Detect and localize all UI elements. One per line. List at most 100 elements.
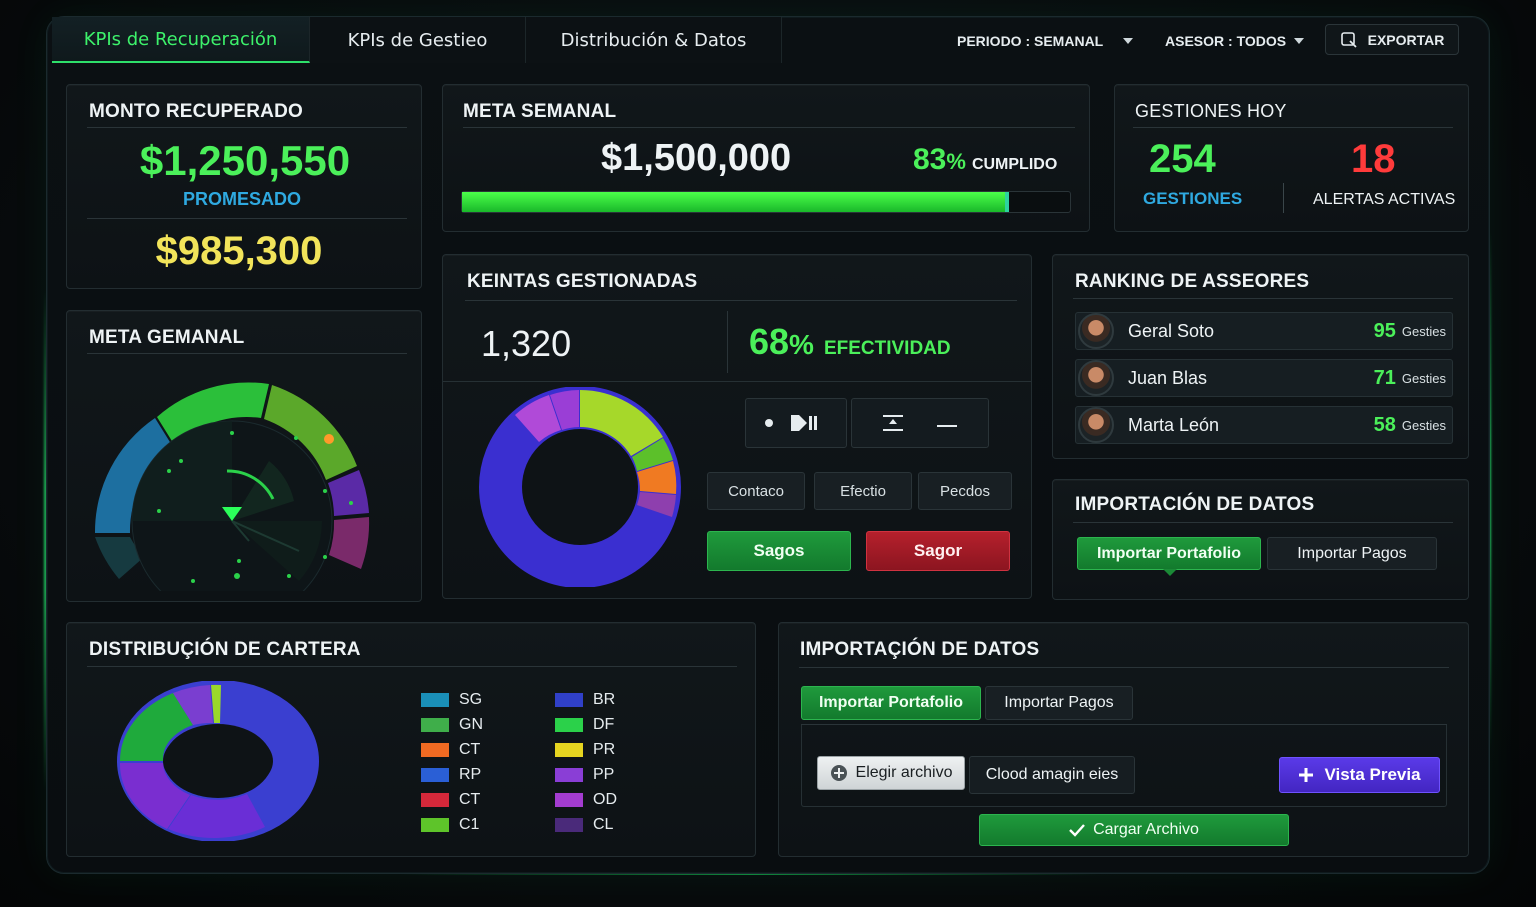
monto-panel: MONTO RECUPERADO $1,250,550 PROMESADO $9… — [66, 84, 422, 289]
gauge-tick — [191, 579, 195, 583]
red-action-button[interactable]: Sagor — [866, 531, 1010, 571]
align-control[interactable] — [851, 398, 989, 448]
pedidos-button[interactable]: Pecdos — [918, 472, 1012, 510]
asesor-filter-label: ASESOR : TODOS — [1165, 33, 1287, 49]
donut-segment — [173, 685, 213, 725]
tab-kpis-recuperacion[interactable]: KPIs de Recuperación — [52, 17, 310, 63]
donut-hole — [522, 429, 638, 545]
upload-button[interactable]: Cargar Archivo — [979, 814, 1289, 846]
contacto-button[interactable]: Contaco — [707, 472, 805, 510]
gauge-segment — [264, 385, 357, 480]
meta-percent-label: CUMPLIDO — [971, 156, 1058, 173]
gauge-segment — [157, 382, 269, 446]
tab-label: Distribución & Datos — [560, 29, 747, 51]
legend-label: RP — [459, 766, 482, 783]
monto-amount-secondary: $985,300 — [155, 229, 323, 273]
export-button[interactable]: EXPORTAR — [1325, 24, 1459, 55]
button-label: Pecdos — [939, 482, 991, 500]
panel-title: GESTIONES HOY — [1135, 101, 1287, 121]
gauge-line — [231, 520, 300, 552]
periodo-filter[interactable]: PERIODO : SEMANAL — [957, 33, 1134, 49]
legend-label: PR — [593, 741, 616, 758]
tab-importar-portafolio[interactable]: Importar Portafolio — [1077, 537, 1261, 570]
efectivo-button[interactable]: Efectio — [814, 472, 912, 510]
legend-label: OD — [593, 791, 617, 808]
preview-button[interactable]: Vista Previa — [1279, 757, 1440, 793]
ranking-row[interactable]: Geral Soto 95 Gesties — [1075, 312, 1453, 350]
gauge-tick — [323, 489, 327, 493]
ranking-value: 71 — [1373, 366, 1396, 389]
tab-importar-pagos[interactable]: Importar Pagos — [1267, 537, 1437, 570]
legend-item: CT — [421, 791, 480, 809]
donut-segment — [632, 438, 673, 471]
export-label: EXPORTAR — [1367, 31, 1445, 48]
tab-importar-portafolio[interactable]: Importar Portafolio — [801, 686, 981, 720]
panel-title: IMPORTACIÓN DE DATOS — [1075, 494, 1315, 515]
tab-kpis-gestion[interactable]: KPIs de Gesti​eo — [310, 17, 526, 63]
legend-swatch — [421, 768, 449, 782]
legend-swatch — [421, 693, 449, 707]
record-control[interactable] — [745, 398, 847, 448]
check-icon — [1069, 824, 1085, 837]
plus-icon — [1299, 768, 1314, 782]
button-label: Sagor — [913, 541, 963, 560]
donut-segment — [119, 763, 190, 829]
legend-item: BR — [555, 691, 615, 709]
legend-label: CT — [459, 741, 481, 758]
ranking-row[interactable]: Marta León 58 Gesties — [1075, 406, 1453, 444]
import-small-panel: IMPORTACIÓN DE DATOS Importar Portafolio… — [1052, 479, 1469, 600]
tab-label: Importar Portafolio — [818, 694, 963, 711]
effectividad-group: 68 % EFECTIVIDAD — [749, 321, 951, 363]
ranking-value: 95 — [1373, 319, 1396, 342]
ranking-name: Juan Blas — [1128, 367, 1208, 388]
choose-file-label: Elegir archivo — [855, 764, 953, 781]
ranking-row[interactable]: Juan Blas 71 Gesties — [1075, 359, 1453, 397]
monto-amount-label: PROMESADO — [182, 189, 301, 209]
asesor-filter[interactable]: ASESOR : TODOS — [1165, 33, 1305, 49]
cuentas-donut — [479, 387, 681, 587]
donut-segment — [515, 395, 561, 442]
tab-label: Importar Pagos — [1297, 544, 1407, 562]
legend-label: CT — [459, 791, 481, 808]
file-name-field[interactable]: Clood amagin eies — [969, 756, 1135, 794]
choose-file-button[interactable]: Elegir archivo — [817, 756, 965, 790]
tab-label: KPIs de Recuperación — [83, 28, 278, 50]
gauge-needle — [222, 507, 242, 521]
legend-swatch — [421, 718, 449, 732]
ranking-value: 58 — [1373, 413, 1396, 436]
ranking-name: Marta León — [1128, 414, 1220, 435]
meta-percent: 83 — [913, 143, 947, 176]
legend-item: SG — [421, 691, 482, 709]
legend-swatch — [555, 768, 583, 782]
legend-label: GN — [459, 716, 483, 733]
legend-swatch — [421, 818, 449, 832]
ranking-unit: Gesties — [1401, 370, 1446, 386]
donut-segment — [637, 461, 677, 494]
ranking-panel: RANKING DE ASSEORES Geral Soto 95 Gestie… — [1052, 254, 1469, 459]
top-nav: KPIs de Recuperación KPIs de Gesti​eo Di… — [52, 16, 1488, 64]
avatar — [1078, 407, 1114, 443]
preview-label: Vista Previa — [1324, 765, 1421, 784]
legend-swatch — [555, 743, 583, 757]
monto-amount: $1,250,550 — [139, 137, 351, 184]
legend-label: CL — [593, 816, 614, 833]
tab-importar-pagos[interactable]: Importar Pagos — [985, 686, 1133, 720]
legend-item: RP — [421, 766, 481, 784]
donut-segment — [637, 492, 676, 517]
media-controls-icon — [765, 415, 817, 431]
gauge-marker — [324, 434, 334, 444]
meta-amount: $1,500,000 — [601, 137, 792, 179]
legend-item: PP — [555, 766, 614, 784]
green-action-button[interactable]: Sagos — [707, 531, 851, 571]
tab-distribucion-datos[interactable]: Distribución & Datos — [526, 17, 782, 63]
tab-label: KPIs de Gesti​eo — [347, 29, 488, 51]
gauge-tick — [349, 501, 353, 505]
gestiones-count: 254 — [1149, 137, 1216, 181]
legend-swatch — [421, 793, 449, 807]
export-icon — [1340, 31, 1357, 48]
panel-title: IMPORTAÇIÓN DE DATOS — [800, 639, 1040, 660]
cartera-panel: DISTRIBUÇIÓN DE CARTERA SG GN CT RP CT C1 BR D… — [66, 622, 756, 857]
eff-percent-sign: % — [789, 329, 814, 360]
gauge-tick — [234, 573, 240, 579]
panel-title: META SEMANAL — [463, 101, 617, 122]
